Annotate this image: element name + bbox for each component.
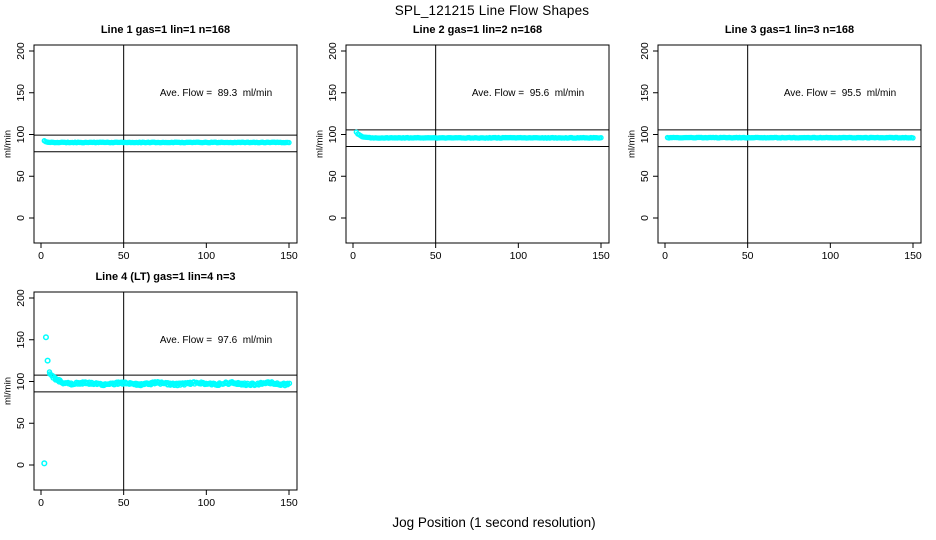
x-tick-label: 150 bbox=[280, 250, 298, 262]
chart-svg: Line 3 gas=1 lin=3 n=168 0 50 100 150 200 ml/m… bbox=[627, 24, 922, 262]
y-tick-label: 0 bbox=[327, 215, 339, 221]
chart-svg: Line 4 (LT) gas=1 lin=4 n=3 0 50 100 150 200 m… bbox=[3, 271, 298, 509]
y-tick-label: 50 bbox=[327, 170, 339, 182]
y-tick-label: 0 bbox=[15, 462, 27, 468]
y-axis: 0 50 100 150 200 bbox=[327, 42, 346, 221]
panel-title: Line 1 gas=1 lin=1 n=168 bbox=[101, 24, 230, 36]
y-tick-label: 0 bbox=[15, 215, 27, 221]
y-tick-label: 100 bbox=[327, 126, 339, 144]
x-tick-label: 150 bbox=[280, 497, 298, 509]
plot-box bbox=[33, 44, 298, 244]
reference-hlines bbox=[346, 129, 609, 148]
y-tick-label: 50 bbox=[15, 417, 27, 429]
data-points bbox=[353, 129, 604, 141]
y-tick-label: 50 bbox=[639, 170, 651, 182]
data-point bbox=[286, 139, 292, 146]
x-tick-label: 0 bbox=[38, 250, 44, 262]
y-tick-label: 200 bbox=[639, 42, 651, 60]
y-tick-label: 200 bbox=[15, 289, 27, 307]
y-tick-label: 150 bbox=[15, 84, 27, 102]
x-tick-label: 50 bbox=[118, 250, 130, 262]
y-axis-label: ml/min bbox=[3, 130, 14, 158]
y-tick-label: 100 bbox=[639, 126, 651, 144]
x-tick-label: 100 bbox=[198, 497, 216, 509]
outlier-point bbox=[42, 334, 50, 341]
chart-svg: Line 2 gas=1 lin=2 n=168 0 50 100 150 200 ml/m… bbox=[315, 24, 610, 262]
reference-hlines bbox=[34, 374, 297, 393]
x-tick-label: 0 bbox=[38, 497, 44, 509]
data-point bbox=[598, 135, 604, 141]
x-axis: 0 50 100 150 bbox=[350, 243, 610, 262]
reference-hlines bbox=[658, 129, 921, 148]
panel-line-4: Line 4 (LT) gas=1 lin=4 n=3 0 50 100 150 200 m… bbox=[0, 267, 312, 514]
y-tick-label: 100 bbox=[15, 126, 27, 144]
data-points bbox=[41, 334, 293, 467]
ave-flow-annotation: Ave. Flow = 97.6 ml/min bbox=[160, 335, 272, 346]
y-tick-label: 50 bbox=[15, 170, 27, 182]
x-axis: 0 50 100 150 bbox=[662, 243, 922, 262]
figure-title: SPL_121215 Line Flow Shapes bbox=[394, 3, 590, 18]
ave-flow-annotation: Ave. Flow = 95.5 ml/min bbox=[784, 88, 896, 99]
x-axis: 0 50 100 150 bbox=[38, 490, 298, 509]
y-tick-label: 150 bbox=[15, 331, 27, 349]
reference-hlines bbox=[34, 134, 297, 153]
x-tick-label: 50 bbox=[118, 497, 130, 509]
x-tick-label: 150 bbox=[592, 250, 610, 262]
x-axis: 0 50 100 150 bbox=[38, 243, 298, 262]
x-tick-label: 100 bbox=[822, 250, 840, 262]
x-tick-label: 50 bbox=[742, 250, 754, 262]
panel-line-2: Line 2 gas=1 lin=2 n=168 0 50 100 150 200 ml/m… bbox=[312, 20, 624, 267]
y-tick-label: 150 bbox=[639, 84, 651, 102]
panel-title: Line 3 gas=1 lin=3 n=168 bbox=[725, 24, 854, 36]
panel-line-3: Line 3 gas=1 lin=3 n=168 0 50 100 150 200 ml/m… bbox=[624, 20, 936, 267]
data-point bbox=[910, 135, 916, 141]
outlier-point bbox=[41, 460, 48, 467]
plot-box bbox=[33, 291, 298, 491]
y-tick-label: 200 bbox=[327, 42, 339, 60]
y-axis: 0 50 100 150 200 bbox=[15, 42, 34, 221]
y-tick-label: 200 bbox=[15, 42, 27, 60]
y-tick-label: 150 bbox=[327, 84, 339, 102]
y-tick-label: 100 bbox=[15, 373, 27, 391]
x-axis-label: Jog Position (1 second resolution) bbox=[392, 515, 596, 530]
y-axis-label: ml/min bbox=[315, 130, 326, 158]
data-points bbox=[664, 134, 916, 141]
panel-title: Line 4 (LT) gas=1 lin=4 n=3 bbox=[95, 271, 235, 283]
y-axis: 0 50 100 150 200 bbox=[639, 42, 658, 221]
x-tick-label: 0 bbox=[350, 250, 356, 262]
y-axis-label: ml/min bbox=[3, 377, 14, 405]
x-tick-label: 100 bbox=[510, 250, 528, 262]
y-axis: 0 50 100 150 200 bbox=[15, 289, 34, 468]
plot-box bbox=[657, 44, 922, 244]
plot-box bbox=[345, 44, 610, 244]
x-tick-label: 100 bbox=[198, 250, 216, 262]
y-tick-label: 0 bbox=[639, 215, 651, 221]
x-tick-label: 0 bbox=[662, 250, 668, 262]
x-tick-label: 50 bbox=[430, 250, 442, 262]
data-point bbox=[286, 380, 293, 387]
data-points bbox=[41, 138, 292, 146]
outlier-point bbox=[44, 357, 51, 364]
panel-title: Line 2 gas=1 lin=2 n=168 bbox=[413, 24, 542, 36]
ave-flow-annotation: Ave. Flow = 95.6 ml/min bbox=[472, 88, 584, 99]
ave-flow-annotation: Ave. Flow = 89.3 ml/min bbox=[160, 88, 272, 99]
panel-line-1: Line 1 gas=1 lin=1 n=168 0 50 100 150 200 ml/m… bbox=[0, 20, 312, 267]
y-axis-label: ml/min bbox=[627, 130, 638, 158]
x-tick-label: 150 bbox=[904, 250, 922, 262]
chart-svg: Line 1 gas=1 lin=1 n=168 0 50 100 150 200 ml/m… bbox=[3, 24, 298, 262]
